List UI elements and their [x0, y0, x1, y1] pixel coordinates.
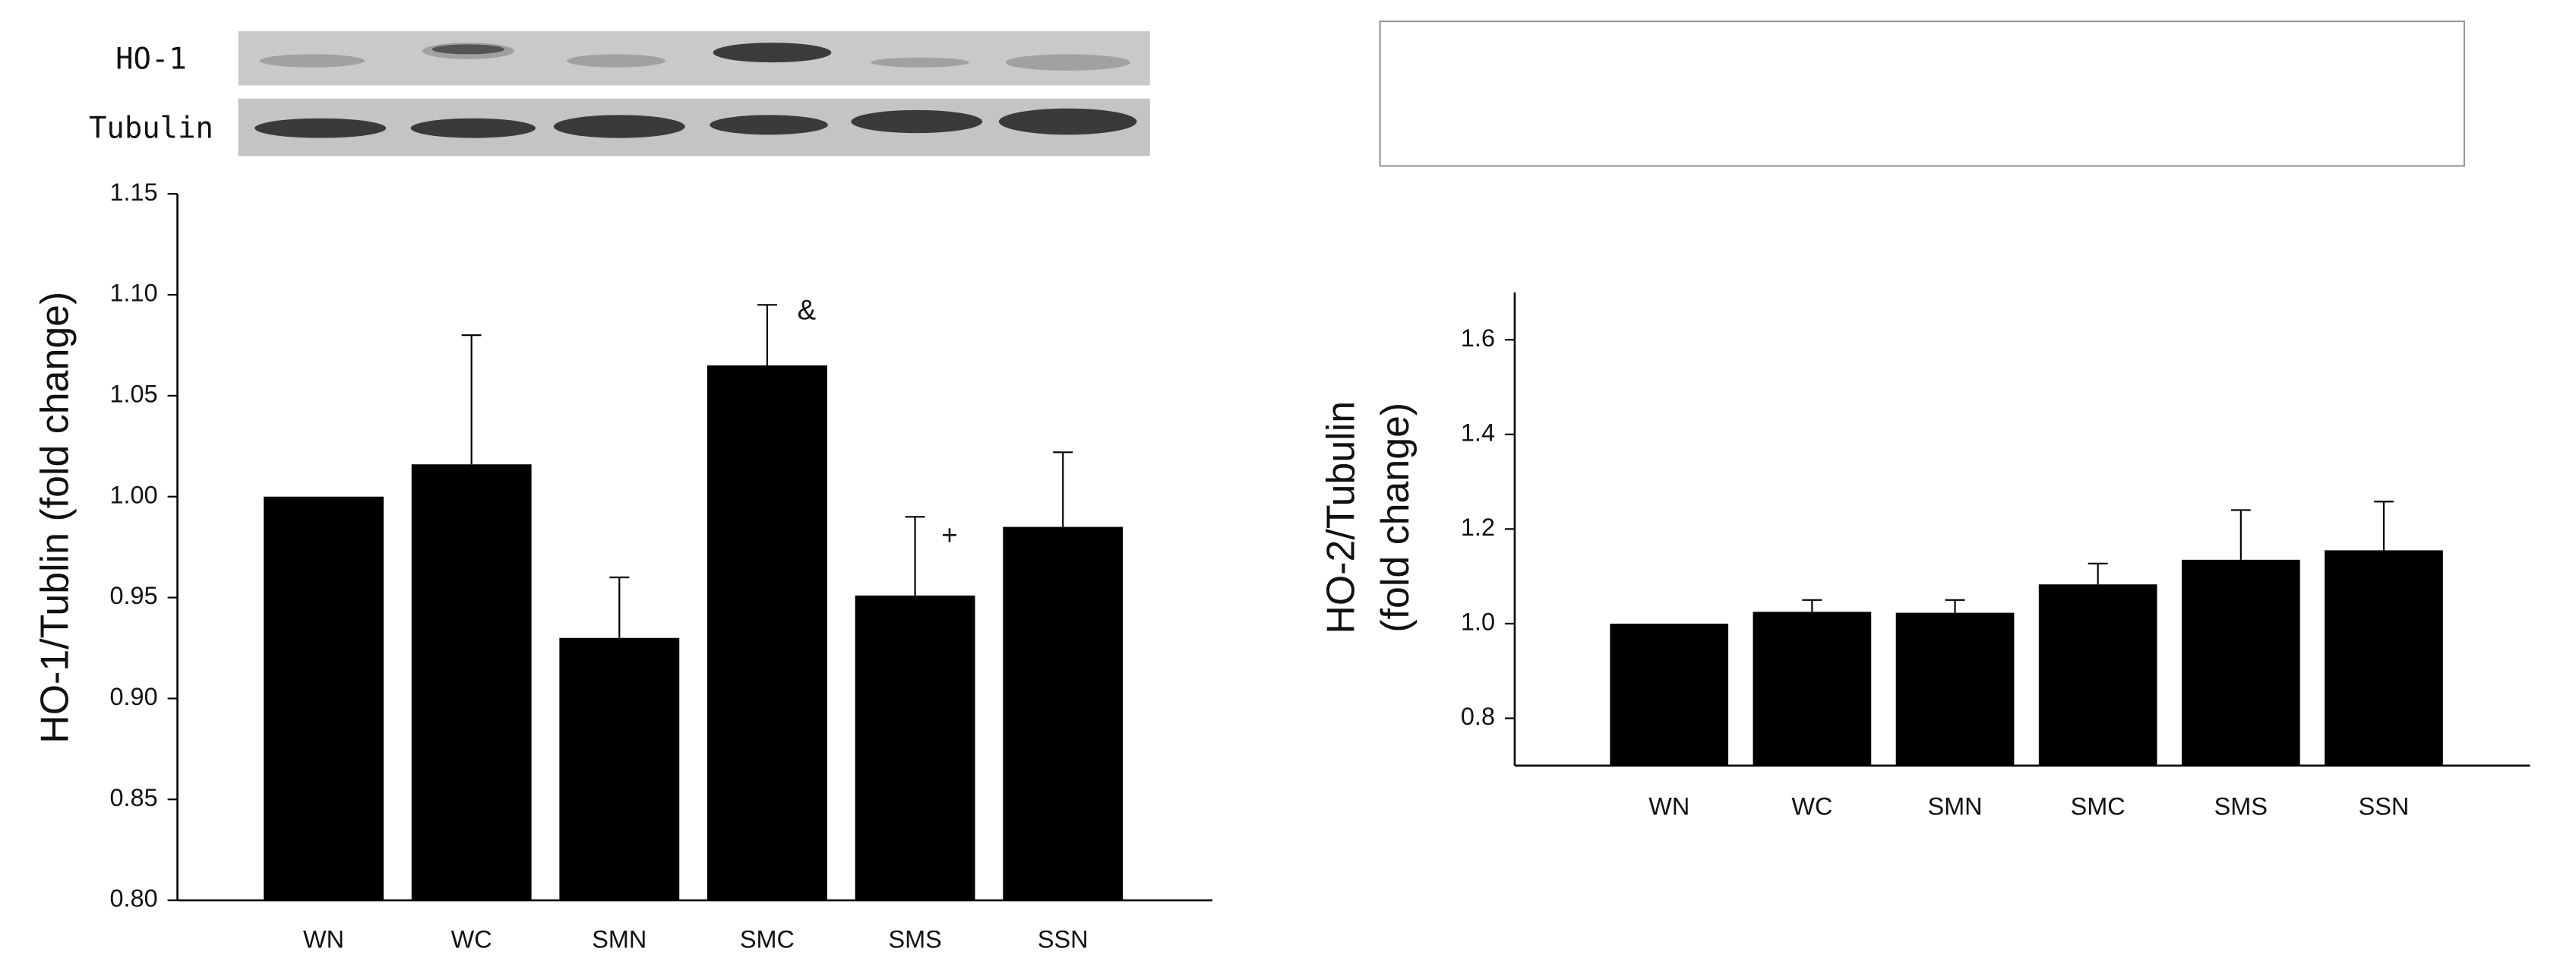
x-tick-label: SMC: [2071, 793, 2126, 820]
y-tick-label: 1.6: [1461, 324, 1495, 352]
blot-label: Tubulin: [89, 111, 213, 145]
y-tick-label: 1.00: [110, 481, 158, 508]
bar: [707, 365, 827, 901]
y-tick-label: 1.4: [1461, 419, 1495, 446]
bar: [2038, 584, 2157, 766]
blot-strip: [238, 31, 1150, 86]
x-tick-label: SMS: [888, 926, 941, 953]
x-tick-label: SMS: [2214, 793, 2268, 820]
annotation: +: [941, 520, 957, 551]
y-tick-label: 0.95: [110, 582, 158, 609]
blot-label: HO-1: [115, 43, 187, 77]
y-tick-label: 0.80: [110, 885, 158, 912]
x-tick-label: WN: [303, 926, 344, 953]
y-axis-label: (fold change): [1373, 403, 1417, 633]
annotation: &: [798, 295, 817, 326]
x-tick-label: SMN: [592, 926, 646, 953]
x-tick-label: WC: [1791, 793, 1832, 820]
y-tick-label: 1.05: [110, 380, 158, 407]
blot-strip: [238, 98, 1150, 156]
caption-box: [1379, 21, 2466, 167]
y-axis-label: HO-2/Tubulin: [1319, 401, 1363, 634]
y-tick-label: 0.8: [1461, 703, 1495, 730]
x-tick-label: SSN: [1038, 926, 1089, 953]
y-tick-label: 0.85: [110, 784, 158, 811]
bar: [1895, 612, 2015, 766]
y-tick-label: 0.90: [110, 683, 158, 710]
bar: [855, 595, 975, 901]
blot-band: [713, 43, 832, 63]
x-tick-label: WC: [451, 926, 492, 953]
bar: [2325, 550, 2443, 766]
tubulin-bands: [254, 108, 1137, 138]
x-tick-label: SMC: [740, 926, 795, 953]
bar: [559, 637, 680, 901]
x-tick-label: SMN: [1927, 793, 1982, 820]
bar: [264, 496, 384, 901]
western-blot: [238, 31, 1150, 156]
y-axis-label: HO-1/Tublin (fold change): [32, 292, 76, 744]
bar: [2181, 559, 2300, 766]
blot-band: [431, 44, 504, 55]
x-tick-label: SSN: [2359, 793, 2410, 820]
y-tick-label: 1.10: [110, 280, 158, 307]
bar: [1003, 526, 1124, 901]
y-tick-label: 1.0: [1461, 608, 1495, 635]
y-tick-label: 1.15: [110, 179, 158, 206]
bar: [1610, 623, 1729, 766]
y-tick-label: 1.2: [1461, 514, 1495, 541]
bar: [411, 464, 532, 901]
x-tick-label: WN: [1648, 793, 1689, 820]
bar: [1753, 612, 1872, 766]
